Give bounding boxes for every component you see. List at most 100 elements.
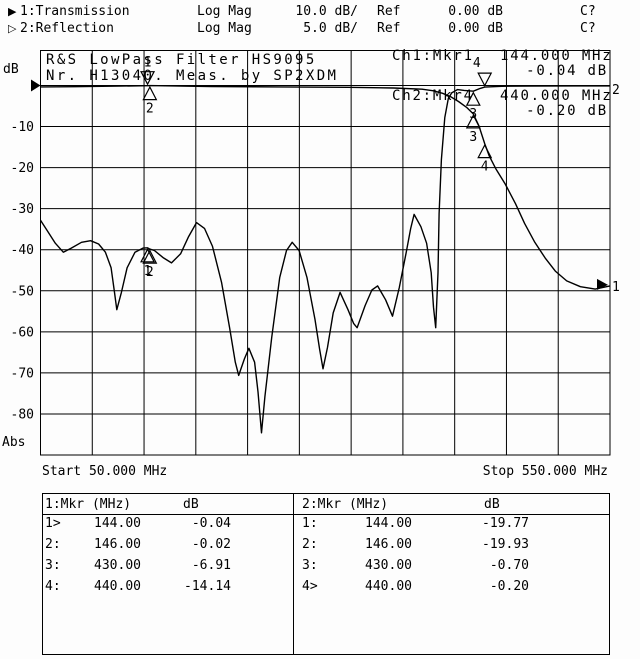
channel-1-label: 1:Transmission bbox=[20, 4, 130, 19]
y-axis-tick-label: -20 bbox=[11, 161, 34, 176]
readout-ch1-frequency: 144.000 MHz bbox=[500, 48, 613, 64]
y-axis-tick-label: -60 bbox=[11, 325, 34, 340]
marker-level: -0.70 bbox=[489, 558, 529, 573]
marker-frequency: 440.00 bbox=[365, 579, 412, 594]
plot-title-line2: Nr. H13040. Meas. by SP2XDM bbox=[46, 68, 338, 84]
marker-4-ch2-icon bbox=[477, 72, 493, 87]
marker-4-ch2-label: 4 bbox=[473, 56, 481, 71]
table-row: 2: 146.00 -0.02 bbox=[43, 537, 293, 553]
readout-ch2-frequency: 440.000 MHz bbox=[500, 88, 613, 104]
channel-2-scale: 5.0 dB/ bbox=[303, 21, 358, 36]
marker-table-2-unit: dB bbox=[484, 497, 500, 512]
readout-ch2-value: -0.20 dB bbox=[526, 103, 608, 119]
table-row: 1> 144.00 -0.04 bbox=[43, 516, 293, 532]
marker-level: -0.02 bbox=[191, 537, 231, 552]
marker-1-ch2-icon bbox=[140, 247, 156, 263]
marker-number: 3: bbox=[45, 558, 61, 573]
trace-1-end-label: 1 bbox=[612, 280, 620, 295]
channel-1-format: Log Mag bbox=[197, 4, 252, 19]
y-axis-tick-label: -40 bbox=[11, 243, 34, 258]
marker-level: -6.91 bbox=[191, 558, 231, 573]
trace-transmission bbox=[40, 84, 611, 290]
marker-4-ch1-icon bbox=[477, 143, 493, 159]
ref-level-arrow-icon bbox=[31, 79, 41, 92]
x-axis-stop-label: Stop 550.000 MHz bbox=[483, 464, 608, 479]
channel-2-ref-value: 0.00 dB bbox=[448, 21, 503, 36]
marker-frequency: 440.00 bbox=[94, 579, 141, 594]
channel-1-ref-value: 0.00 dB bbox=[448, 4, 503, 19]
marker-table-2-title: 2:Mkr (MHz) bbox=[302, 497, 389, 512]
channel-1-active-icon: ▶ bbox=[8, 5, 17, 18]
marker-4-ch1-label: 4 bbox=[481, 160, 489, 175]
marker-level: -14.14 bbox=[184, 579, 231, 594]
table-row: 1: 144.00 -19.77 bbox=[294, 516, 610, 532]
table-row: 3: 430.00 -6.91 bbox=[43, 558, 293, 574]
marker-3-ch1-icon bbox=[465, 114, 481, 129]
channel-2-label: 2:Reflection bbox=[20, 21, 114, 36]
marker-1-ch2-label: 1 bbox=[144, 264, 152, 279]
marker-frequency: 144.00 bbox=[94, 516, 141, 531]
marker-table-channel-2-pane: 2:Mkr (MHz) dB 1: 144.00 -19.77 2: 146.0… bbox=[293, 494, 610, 654]
channel-1-cal-status: C? bbox=[580, 4, 596, 19]
y-axis-tick-label: -30 bbox=[11, 202, 34, 217]
marker-frequency: 430.00 bbox=[94, 558, 141, 573]
marker-table-header-divider bbox=[43, 514, 609, 515]
marker-level: -0.20 bbox=[489, 579, 529, 594]
table-row: 4: 440.00 -14.14 bbox=[43, 579, 293, 595]
x-axis-start-label: Start 50.000 MHz bbox=[42, 464, 167, 479]
marker-number: 4: bbox=[45, 579, 61, 594]
marker-3-ch2-label: 3 bbox=[469, 107, 477, 122]
trace-end-arrow-icon bbox=[597, 278, 608, 290]
marker-level: -19.93 bbox=[482, 537, 529, 552]
channel-2-format: Log Mag bbox=[197, 21, 252, 36]
marker-number: 2: bbox=[45, 537, 61, 552]
y-axis-tick-label: -80 bbox=[11, 407, 34, 422]
marker-frequency: 430.00 bbox=[365, 558, 412, 573]
marker-level: -19.77 bbox=[482, 516, 529, 531]
table-row: 2: 146.00 -19.93 bbox=[294, 537, 610, 553]
readout-ch2-prefix: Ch2:Mkr4 bbox=[392, 88, 474, 104]
marker-frequency: 144.00 bbox=[365, 516, 412, 531]
channel-1-header: ▶ 1:Transmission Log Mag 10.0 dB/ Ref 0.… bbox=[0, 3, 640, 20]
marker-level: -0.04 bbox=[191, 516, 231, 531]
plot-title-line1: R&S LowPass Filter HS9095 bbox=[46, 52, 317, 68]
marker-table-channel-1-pane: 1:Mkr (MHz) dB 1> 144.00 -0.04 2: 146.00… bbox=[43, 494, 293, 654]
grid-border bbox=[40, 50, 611, 456]
readout-ch1-prefix: Ch1:Mkr1 bbox=[392, 48, 474, 64]
trace-reflection bbox=[39, 85, 610, 434]
channel-1-ref-label: Ref bbox=[377, 4, 401, 19]
y-axis-bottom-label: Abs bbox=[2, 435, 25, 450]
marker-frequency: 146.00 bbox=[365, 537, 412, 552]
y-axis-unit-label: dB bbox=[3, 62, 19, 77]
marker-table-1-unit: dB bbox=[183, 497, 199, 512]
marker-number: 1> bbox=[45, 516, 61, 531]
marker-2-ch1-label: 2 bbox=[146, 102, 154, 117]
y-axis-tick-label: -70 bbox=[11, 366, 34, 381]
marker-3-ch2-icon bbox=[465, 91, 481, 106]
marker-2-ch1-icon bbox=[142, 85, 158, 101]
marker-table: 1:Mkr (MHz) dB 1> 144.00 -0.04 2: 146.00… bbox=[42, 493, 610, 655]
readout-ch1-value: -0.04 dB bbox=[526, 63, 608, 79]
marker-2-ch2-label: 2 bbox=[146, 265, 154, 280]
marker-number: 3: bbox=[302, 558, 318, 573]
channel-2-ref-label: Ref bbox=[377, 21, 401, 36]
channel-2-inactive-icon: ▷ bbox=[8, 22, 17, 35]
marker-3-ch1-label: 3 bbox=[469, 130, 477, 145]
marker-frequency: 146.00 bbox=[94, 537, 141, 552]
table-row: 4> 440.00 -0.20 bbox=[294, 579, 610, 595]
channel-2-header: ▷ 2:Reflection Log Mag 5.0 dB/ Ref 0.00 … bbox=[0, 20, 640, 37]
y-axis-tick-label: -50 bbox=[11, 284, 34, 299]
marker-1-ch1-label: 1 bbox=[144, 56, 152, 71]
channel-1-scale: 10.0 dB/ bbox=[295, 4, 358, 19]
trace-2-end-label: 2 bbox=[612, 83, 620, 98]
marker-number: 2: bbox=[302, 537, 318, 552]
marker-2-ch2-icon bbox=[142, 249, 158, 264]
channel-2-cal-status: C? bbox=[580, 21, 596, 36]
marker-table-1-title: 1:Mkr (MHz) bbox=[45, 497, 132, 512]
marker-number: 4> bbox=[302, 579, 318, 594]
marker-number: 1: bbox=[302, 516, 318, 531]
table-row: 3: 430.00 -0.70 bbox=[294, 558, 610, 574]
y-axis-tick-label: -10 bbox=[11, 120, 34, 135]
marker-1-ch1-icon bbox=[140, 71, 156, 86]
